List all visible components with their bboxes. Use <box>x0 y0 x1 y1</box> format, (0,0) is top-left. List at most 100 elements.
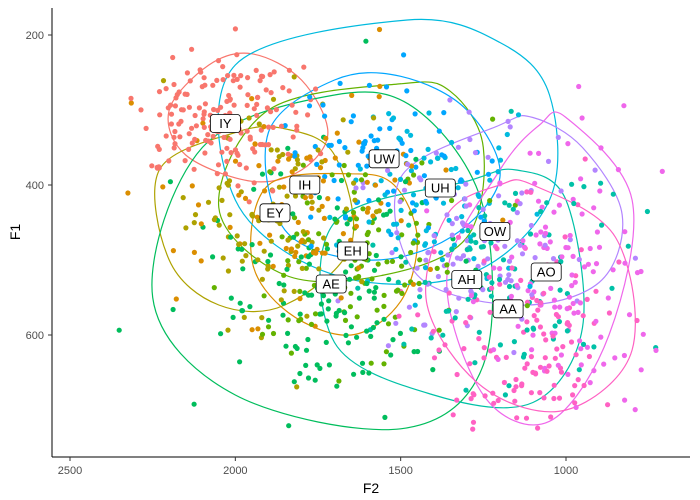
data-point-ey <box>345 149 351 155</box>
data-point-eh <box>524 303 530 309</box>
data-point-ae <box>237 359 243 365</box>
data-point-ao <box>591 368 597 374</box>
data-point-ow <box>458 256 464 262</box>
data-point-uw <box>322 113 328 119</box>
data-point-iy <box>218 104 224 110</box>
data-point-ao <box>577 338 583 344</box>
data-point-ao <box>556 202 563 208</box>
data-point-ey <box>291 288 297 294</box>
data-point-ih <box>170 248 176 254</box>
vowel-label-ih: IH <box>289 175 321 195</box>
data-point-ae <box>249 242 255 248</box>
data-point-ow <box>463 181 469 187</box>
data-point-ah <box>599 222 605 228</box>
data-point-iy <box>285 151 291 157</box>
data-point-aa <box>481 355 487 361</box>
data-point-iy <box>224 158 230 164</box>
data-point-ey <box>295 161 301 167</box>
data-point-ey <box>295 243 301 249</box>
data-point-ey <box>241 314 247 320</box>
data-point-ih <box>227 224 233 230</box>
data-point-ih <box>160 184 166 190</box>
data-point-ih <box>255 326 261 332</box>
data-point-eh <box>417 257 423 263</box>
data-point-ey <box>316 207 322 213</box>
data-point-ey <box>304 313 310 319</box>
vowel-label-box <box>424 178 456 198</box>
data-point-aa <box>463 320 469 326</box>
label-layer: IY IH EY EH AE AH UH UW OW AO AA <box>209 114 562 319</box>
data-point-ah <box>609 285 615 291</box>
data-point-iy <box>224 145 230 151</box>
data-point-uw <box>336 162 342 168</box>
data-point-ao <box>593 261 600 267</box>
data-point-ae <box>305 254 312 260</box>
data-point-eh <box>381 303 387 309</box>
data-point-ah <box>497 342 503 348</box>
data-point-aa <box>558 369 565 375</box>
data-point-ae <box>240 266 246 272</box>
data-point-ao <box>538 229 544 235</box>
data-point-aa <box>489 285 495 291</box>
data-point-eh <box>399 263 405 269</box>
data-point-ey <box>292 193 299 199</box>
data-point-iy <box>186 146 192 152</box>
data-point-ih <box>236 192 242 198</box>
data-point-ah <box>531 326 537 332</box>
data-point-eh <box>300 162 306 168</box>
data-point-eh <box>341 162 347 169</box>
data-point-eh <box>296 259 302 265</box>
vowel-label-ao: AO <box>530 262 562 282</box>
data-point-iy <box>154 165 160 171</box>
data-point-aa <box>509 265 515 271</box>
data-point-ow <box>466 109 472 115</box>
data-point-iy <box>257 78 263 84</box>
data-point-ao <box>470 299 476 305</box>
data-point-ah <box>564 328 571 334</box>
data-point-uh <box>534 211 540 217</box>
data-point-eh <box>308 321 315 327</box>
data-point-ah <box>480 244 486 250</box>
vowel-label-aa: AA <box>492 299 524 319</box>
data-point-ao <box>584 344 591 350</box>
data-point-iy <box>200 116 206 122</box>
data-point-eh <box>415 232 421 238</box>
data-point-ah <box>598 180 604 186</box>
data-point-aa <box>470 419 477 425</box>
data-point-ah <box>472 360 478 366</box>
data-point-ah <box>524 327 530 333</box>
ellipse-ow <box>394 115 624 306</box>
data-point-ae <box>317 365 323 371</box>
data-point-uw <box>322 174 328 180</box>
data-point-ow <box>444 212 450 218</box>
data-point-ah <box>538 208 544 215</box>
data-point-uh <box>394 221 400 227</box>
data-point-iy <box>245 75 251 81</box>
data-point-eh <box>270 330 277 337</box>
data-point-iy <box>267 72 273 78</box>
data-point-ow <box>463 203 469 209</box>
data-point-ah <box>625 243 631 249</box>
data-point-iy <box>155 143 161 149</box>
data-point-uh <box>366 219 372 225</box>
data-point-iy <box>168 111 175 117</box>
data-point-aa <box>573 352 579 358</box>
data-point-aa <box>470 426 476 432</box>
data-point-ae <box>297 311 303 317</box>
data-point-ey <box>246 115 252 121</box>
data-point-aa <box>524 319 530 325</box>
data-point-ow <box>485 154 491 160</box>
data-point-ah <box>591 344 597 350</box>
data-point-ao <box>551 209 557 215</box>
data-point-iy <box>270 188 276 194</box>
data-point-ih <box>189 183 195 189</box>
data-point-ey <box>284 193 290 199</box>
data-point-aa <box>519 383 525 389</box>
data-point-ae <box>286 423 292 429</box>
data-point-iy <box>215 162 222 168</box>
data-point-aa <box>528 390 535 396</box>
data-point-iy <box>199 84 205 90</box>
data-point-uw <box>404 88 410 94</box>
data-point-ah <box>465 296 471 302</box>
data-point-iy <box>231 72 237 78</box>
